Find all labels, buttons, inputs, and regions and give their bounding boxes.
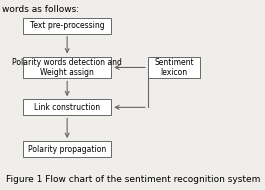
Text: Polarity propagation: Polarity propagation <box>28 145 106 154</box>
FancyBboxPatch shape <box>148 57 200 78</box>
Text: Text pre-processing: Text pre-processing <box>30 21 104 30</box>
FancyBboxPatch shape <box>23 141 111 157</box>
FancyBboxPatch shape <box>23 57 111 78</box>
Text: Link construction: Link construction <box>34 103 100 112</box>
Text: words as follows:: words as follows: <box>2 5 79 14</box>
FancyBboxPatch shape <box>23 99 111 115</box>
Text: Sentiment
lexicon: Sentiment lexicon <box>154 58 194 77</box>
Text: Figure 1 Flow chart of the sentiment recognition system: Figure 1 Flow chart of the sentiment rec… <box>6 175 261 184</box>
FancyBboxPatch shape <box>23 18 111 34</box>
Text: Polarity words detection and
Weight assign: Polarity words detection and Weight assi… <box>12 58 122 77</box>
